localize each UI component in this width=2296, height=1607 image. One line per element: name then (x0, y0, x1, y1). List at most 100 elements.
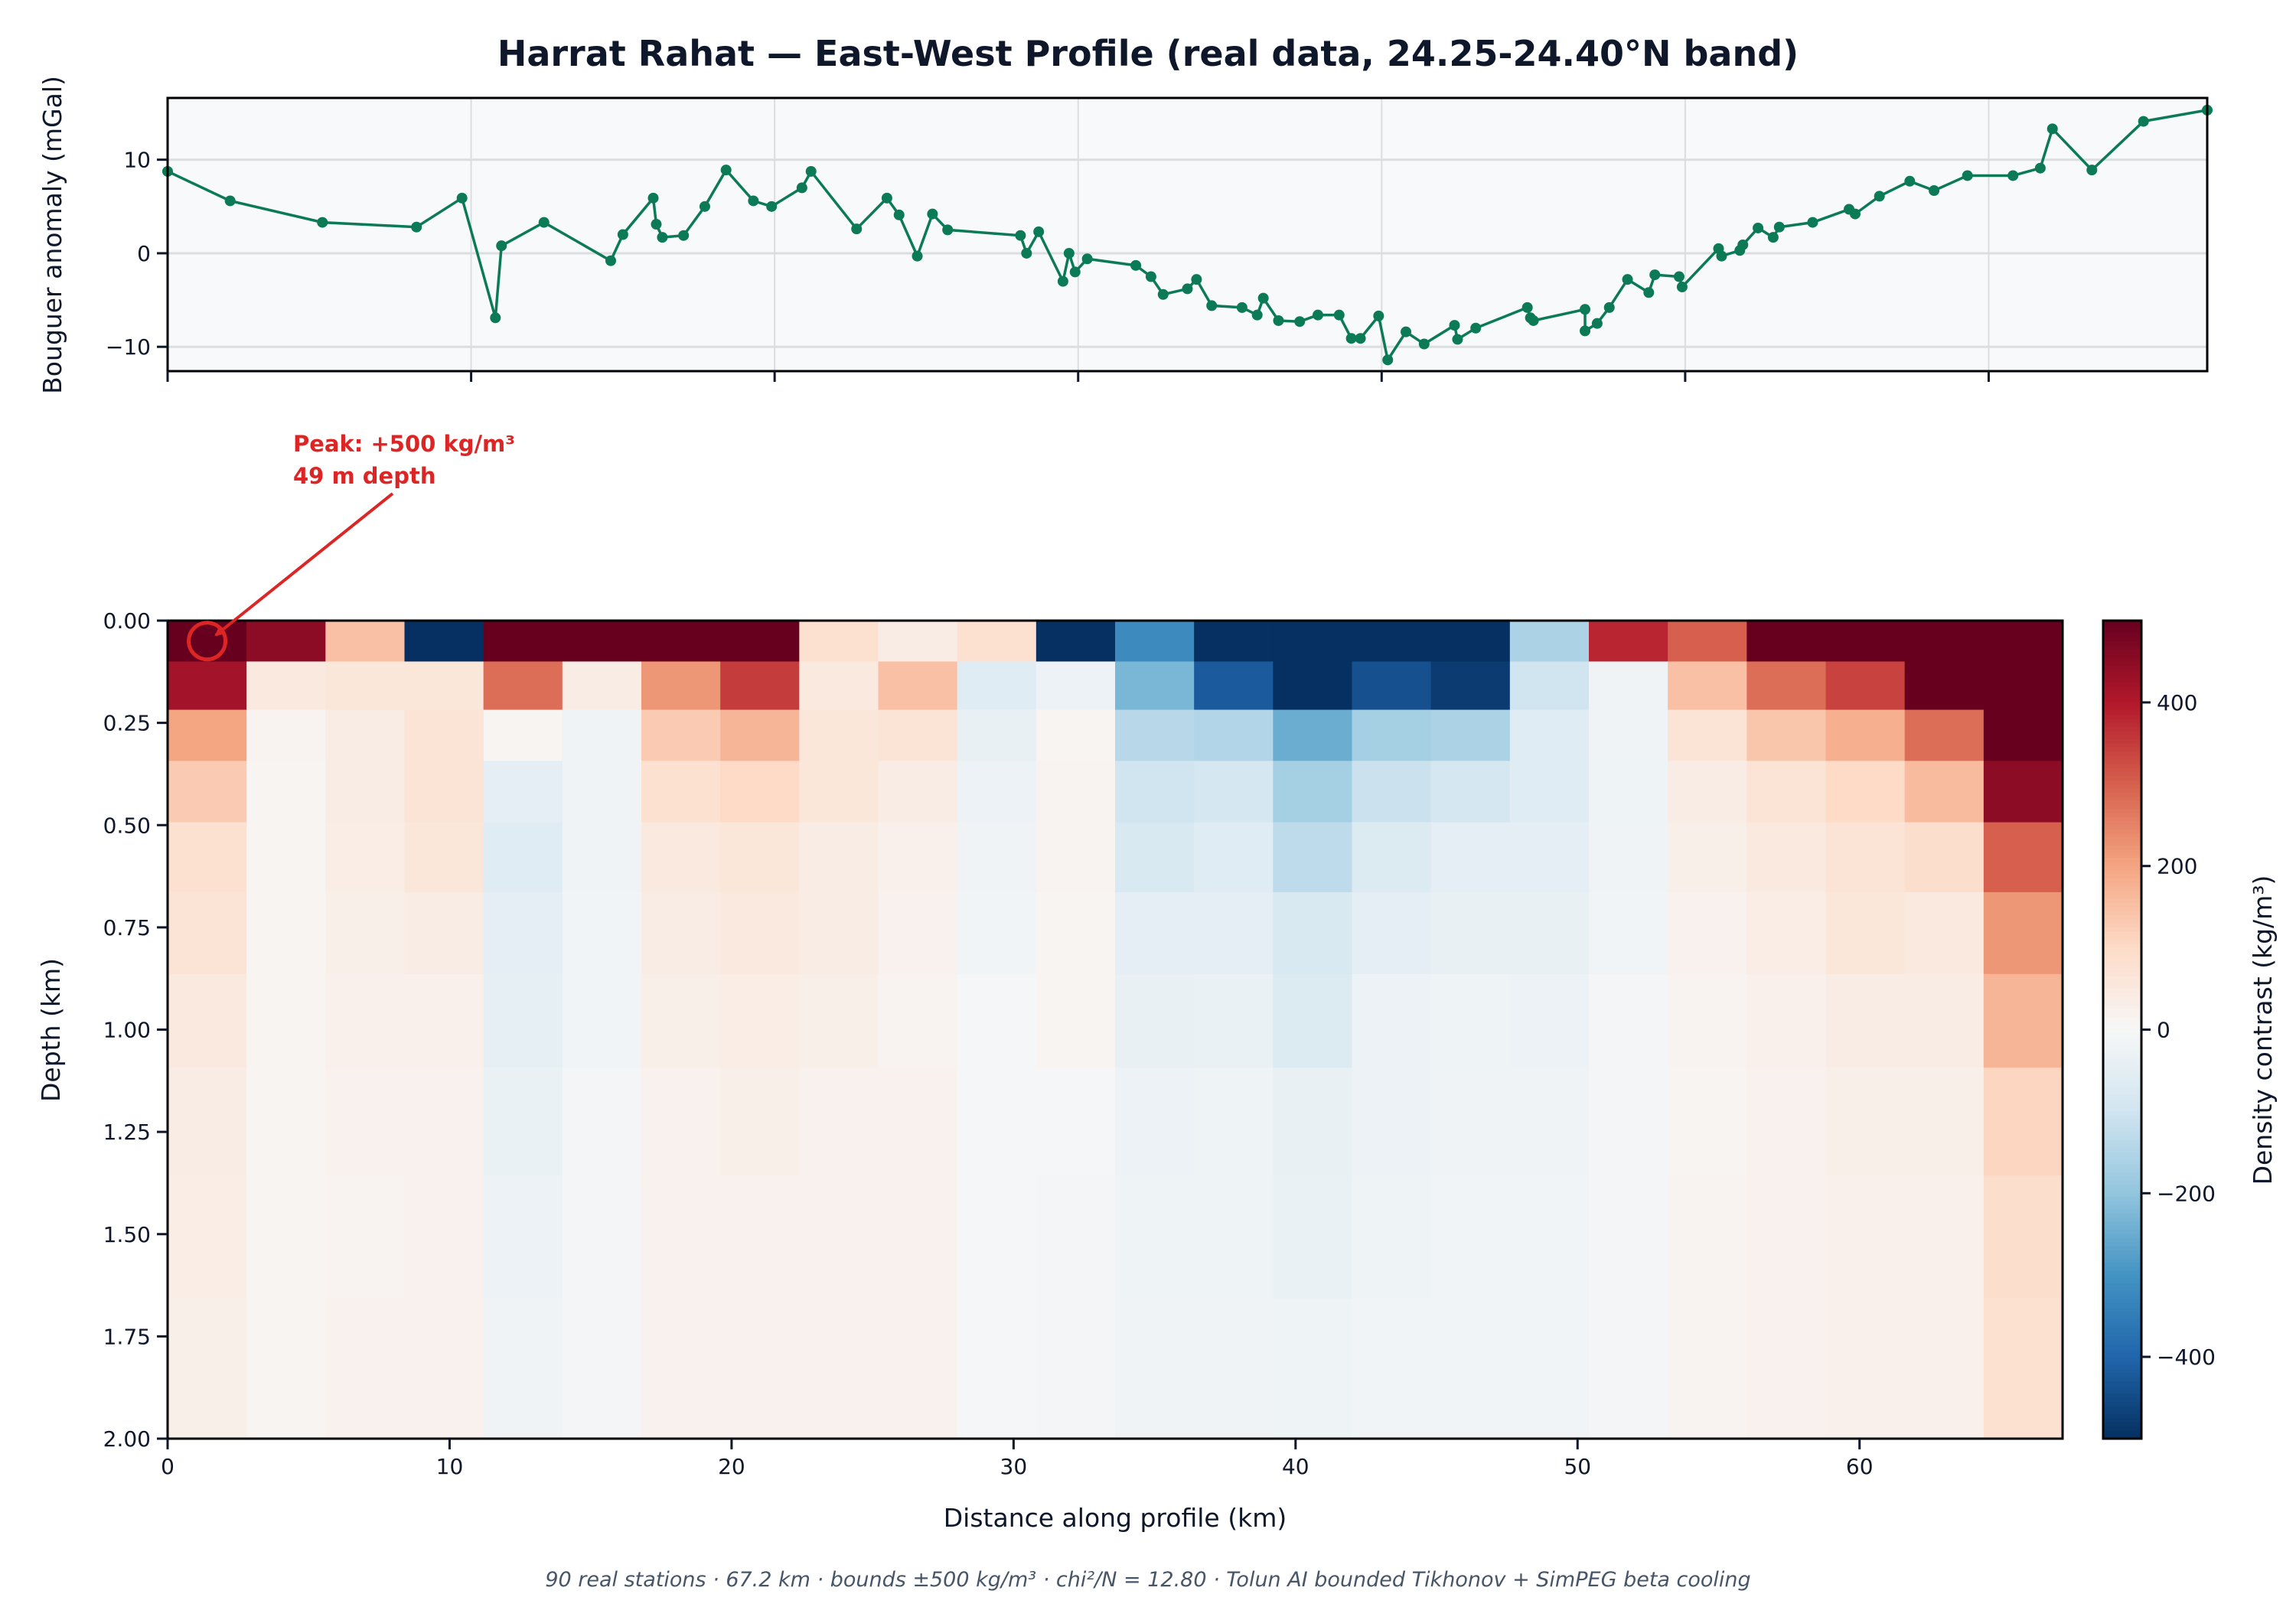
colorbar-segment (2103, 735, 2141, 740)
heatmap-x-axis-label: Distance along profile (km) (944, 1503, 1287, 1533)
heatmap-cell (799, 661, 879, 711)
station-point (647, 192, 659, 204)
heatmap-cell (957, 973, 1037, 1068)
colorbar-segment (2103, 1025, 2141, 1031)
heatmap-cell (1668, 1068, 1747, 1176)
heatmap-cell (720, 973, 800, 1068)
heatmap-cell (1430, 822, 1511, 893)
colorbar-segment (2103, 1242, 2141, 1247)
heatmap-cell (1115, 973, 1195, 1068)
heatmap-cell (562, 1175, 642, 1299)
heatmap-cell (799, 761, 879, 823)
station-point (1649, 269, 1661, 281)
heatmap-cell (562, 761, 642, 823)
colorbar-segment (2103, 1279, 2141, 1284)
colorbar-segment (2103, 645, 2141, 650)
station-point (1206, 300, 1218, 311)
heatmap-cell (720, 892, 800, 975)
heatmap-cell (1589, 621, 1668, 663)
heatmap-cell (246, 822, 326, 893)
colorbar-segment (2103, 1217, 2141, 1223)
colorbar-segment (2103, 956, 2141, 961)
colorbar-segment (2103, 841, 2141, 846)
heatmap-cell (1746, 892, 1827, 975)
heatmap-cell (562, 621, 642, 663)
heatmap-cell (1273, 822, 1353, 893)
colorbar-segment (2103, 1201, 2141, 1207)
colorbar-segment (2103, 726, 2141, 732)
station-point (1145, 271, 1156, 282)
heatmap-cell (1115, 1068, 1195, 1176)
heatmap-cell (1352, 1175, 1432, 1299)
colorbar-segment (2103, 722, 2141, 728)
colorbar-segment (2103, 1364, 2141, 1370)
colorbar-segment (2103, 1107, 2141, 1113)
heatmap-cell (325, 892, 406, 975)
station-point (881, 192, 892, 204)
station-point (720, 165, 732, 176)
density-section: 0 10 20 30 40 50 60 0.00 0.25 0.50 0.75 1.00 1.25 1.5… (36, 608, 2064, 1533)
colorbar-segment (2103, 996, 2141, 1002)
heatmap-cell (1668, 892, 1747, 975)
colorbar-segment (2103, 1389, 2141, 1395)
colorbar-segment (2103, 1193, 2141, 1198)
heatmap-cell (1589, 1068, 1668, 1176)
colorbar-ticks: −400 −200 0 200 400 (2141, 690, 2216, 1370)
heatmap-cell (168, 973, 247, 1068)
heatmap-cell (799, 892, 879, 975)
heatmap-cell (1825, 1175, 1906, 1299)
heatmap-cell (1509, 621, 1590, 663)
colorbar-segment (2103, 743, 2141, 748)
heatmap-y-tick-label: 1.00 (103, 1018, 151, 1043)
heatmap-cell (1825, 1068, 1906, 1176)
colorbar-segment (2103, 813, 2141, 818)
heatmap-cell (1194, 892, 1274, 975)
heatmap-cell (246, 709, 326, 761)
colorbar-segment (2103, 1169, 2141, 1174)
colorbar-segment (2103, 1312, 2141, 1317)
station-point (1373, 310, 1384, 321)
heatmap-cell (799, 1298, 879, 1439)
heatmap-cell (1430, 1175, 1511, 1299)
station-point (1182, 283, 1193, 295)
heatmap-cell (483, 1175, 563, 1299)
heatmap-cell (1746, 1298, 1827, 1439)
heatmap-cell (246, 1068, 326, 1176)
colorbar-segment (2103, 1017, 2141, 1022)
footer-caption: 90 real stations · 67.2 km · bounds ±500… (545, 1568, 1750, 1592)
colorbar-segment (2103, 963, 2141, 970)
heatmap-cell (799, 1175, 879, 1299)
colorbar-segment (2103, 1357, 2141, 1362)
heatmap-cell (483, 973, 563, 1068)
heatmap-cell (1035, 1068, 1116, 1176)
colorbar-segment (2103, 637, 2141, 642)
heatmap-cell (878, 661, 958, 711)
heatmap-cell (1273, 1298, 1353, 1439)
heatmap-cell (799, 822, 879, 893)
colorbar-segment (2103, 1074, 2141, 1080)
colorbar-segment (2103, 784, 2141, 789)
heatmap-cell (168, 709, 247, 761)
colorbar-segment (2103, 682, 2141, 687)
station-point (1807, 217, 1818, 228)
heatmap-cell (1194, 973, 1274, 1068)
colorbar-gradient (2103, 621, 2141, 1439)
colorbar-segment (2103, 1160, 2141, 1165)
station-point (2007, 170, 2019, 181)
colorbar-segment (2103, 755, 2141, 761)
annotation-arrow (214, 492, 394, 637)
colorbar-segment (2103, 804, 2141, 810)
heatmap-cell (1194, 822, 1274, 893)
heatmap-cell (1035, 621, 1116, 663)
colorbar-segment (2103, 1406, 2141, 1411)
heatmap-cell (1430, 761, 1511, 823)
heatmap-cell (1904, 709, 1985, 761)
station-point (538, 217, 550, 228)
colorbar-segment (2103, 1254, 2141, 1260)
station-point (1753, 222, 1764, 233)
colorbar-segment (2103, 849, 2141, 855)
station-point (912, 250, 923, 262)
colorbar-segment (2103, 927, 2141, 933)
heatmap-cell (957, 892, 1037, 975)
heatmap-cell (1509, 709, 1590, 761)
